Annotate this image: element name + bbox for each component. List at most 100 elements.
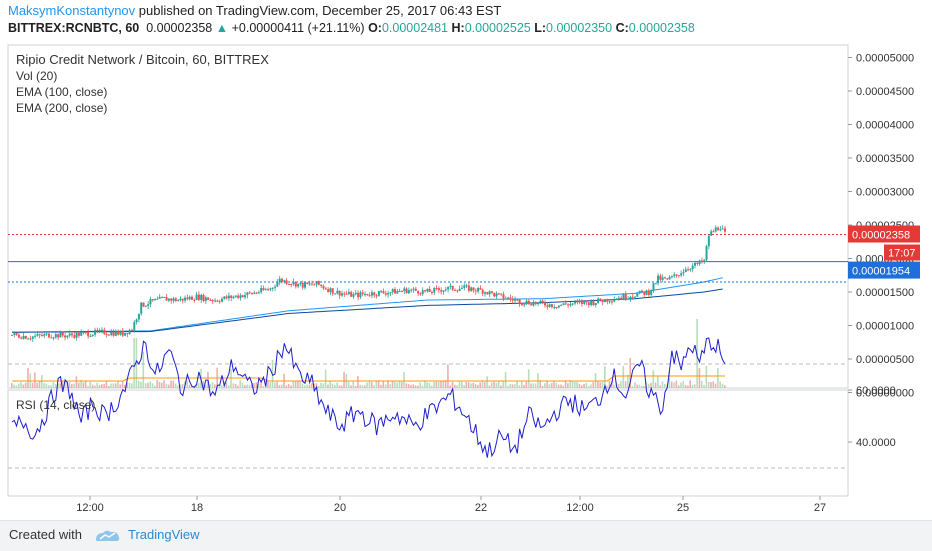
close-value: 0.00002358 (628, 21, 695, 35)
volume-bar (562, 385, 565, 388)
candle-body (433, 288, 436, 293)
volume-bar (361, 385, 364, 388)
candle-body (474, 290, 477, 292)
open-value: 0.00002481 (381, 21, 449, 35)
volume-bar (366, 382, 368, 388)
volume-bar (135, 338, 138, 388)
candle-body (597, 298, 600, 304)
candle-body (631, 296, 634, 298)
candle-body (583, 301, 586, 304)
candle-body (285, 280, 288, 284)
last-price: 0.00002358 (146, 21, 213, 35)
volume-bar (114, 383, 117, 388)
candle-body (643, 292, 646, 295)
volume-bar (548, 384, 551, 388)
volume-bar (599, 382, 601, 388)
candle-body (329, 288, 332, 292)
volume-bar (137, 380, 140, 388)
candle-body (666, 278, 669, 280)
volume-bar (299, 381, 302, 388)
candle-body (179, 298, 182, 301)
candle-body (29, 338, 32, 340)
volume-bar (447, 364, 449, 388)
candle-body (350, 291, 353, 297)
volume-bar (437, 382, 440, 388)
volume-bar (13, 384, 15, 388)
volume-bar (370, 382, 373, 388)
candle-body (61, 332, 64, 336)
candle-body (380, 291, 383, 293)
candle-body (156, 298, 159, 300)
volume-bar (677, 385, 680, 388)
volume-bar (170, 380, 172, 388)
candle-body (407, 290, 410, 294)
candle-body (195, 294, 198, 300)
candle-body (100, 329, 103, 331)
volume-bar (407, 383, 410, 388)
author-link[interactable]: MaksymKonstantynov (8, 3, 136, 18)
countdown-badge (884, 244, 920, 261)
volume-bar (43, 383, 45, 388)
volume-bar (89, 381, 92, 388)
candle-body (562, 303, 565, 305)
volume-bar (334, 384, 336, 388)
candle-body (539, 300, 542, 303)
candle-body (447, 286, 450, 290)
volume-bar (232, 383, 235, 388)
candle-body (454, 289, 457, 291)
volume-bar (516, 381, 518, 388)
candle-body (43, 334, 46, 336)
candle-body (306, 282, 309, 284)
time-tick-label: 18 (191, 502, 203, 514)
volume-bar (241, 382, 244, 388)
volume-bar (451, 382, 454, 388)
volume-bar (331, 383, 334, 388)
volume-bar (257, 384, 260, 388)
volume-bar (714, 383, 717, 388)
volume-bar (304, 385, 306, 388)
candle-body (338, 290, 341, 296)
candle-body (274, 286, 277, 288)
legend-rsi: RSI (14, close) (16, 398, 95, 412)
volume-bar (465, 381, 468, 388)
candle-body (31, 336, 34, 339)
tradingview-brand[interactable]: TradingView (128, 527, 200, 542)
candle-body (534, 302, 537, 305)
candle-body (700, 260, 703, 263)
candle-body (154, 299, 157, 301)
candle-body (17, 334, 20, 338)
volume-bar (225, 382, 228, 388)
volume-bar (174, 383, 177, 388)
volume-bar (320, 382, 322, 388)
volume-bar (631, 385, 634, 388)
volume-bar (61, 381, 64, 388)
candle-body (507, 297, 510, 299)
volume-bar (347, 382, 350, 388)
candle-body (682, 271, 685, 274)
candle-body (227, 295, 230, 299)
candle-body (500, 293, 503, 295)
volume-bar (352, 381, 355, 388)
chart-canvas[interactable]: 0.00005000 0.00004500 0.00004000 0.00003500… (0, 0, 932, 520)
tradingview-logo-icon[interactable] (94, 528, 122, 544)
volume-bar (160, 382, 163, 388)
price-tick-label: 0.00005000 (856, 53, 914, 65)
candle-body (144, 305, 147, 307)
volume-bar (248, 384, 251, 388)
volume-bar (682, 381, 685, 388)
volume-bar (430, 385, 433, 388)
volume-bar (315, 383, 318, 388)
volume-bar (336, 382, 338, 388)
candle-body (324, 288, 327, 290)
candle-body (310, 283, 313, 285)
volume-bar (117, 380, 119, 388)
candle-body (604, 299, 607, 303)
candle-body (717, 227, 720, 230)
volume-bar (301, 383, 304, 388)
price-pane (7, 44, 849, 389)
candle-body (400, 291, 403, 293)
volume-bar (278, 385, 281, 388)
high-value: 0.00002525 (464, 21, 531, 35)
volume-bar (149, 381, 152, 388)
volume-bar (181, 384, 184, 388)
